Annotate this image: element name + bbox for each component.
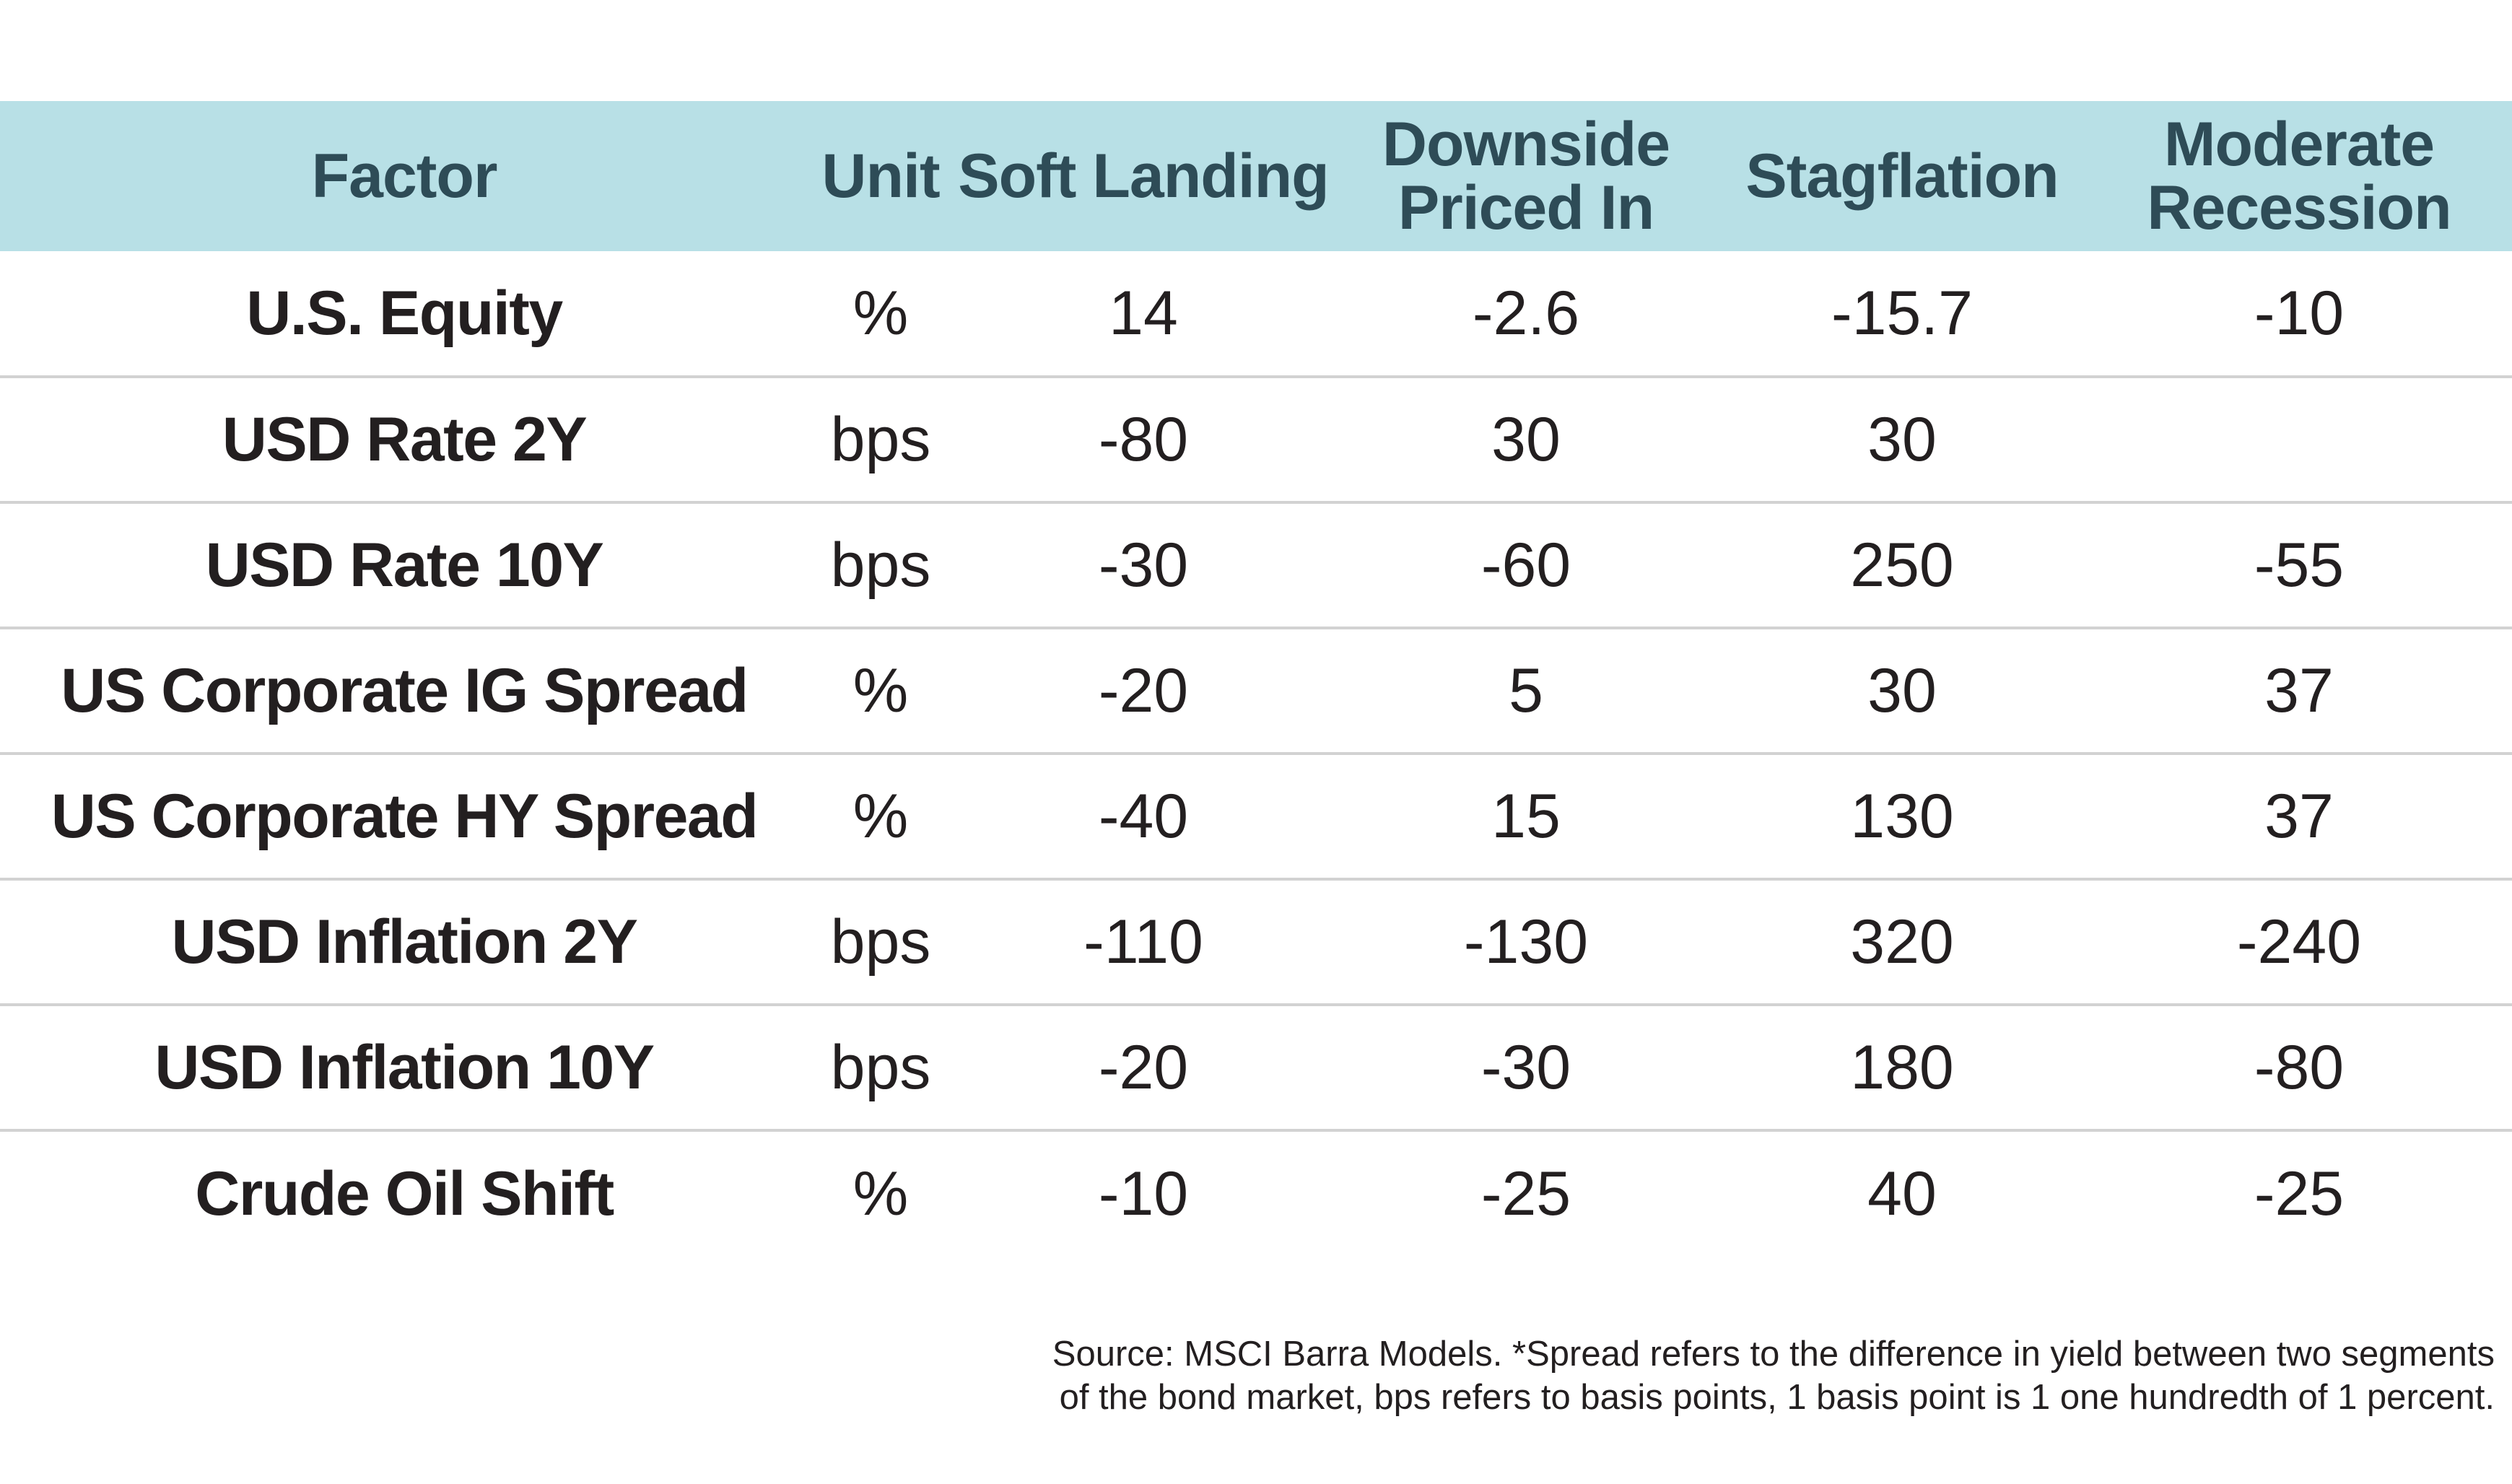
stagflation-cell: 320 [1850,907,1954,977]
unit-cell: % [852,1158,909,1228]
unit-cell: % [852,655,909,725]
header-downside-priced-in-line-1: Downside [1382,110,1670,179]
table-row: USD Rate 2Y bps -80 30 30 [0,377,2512,502]
header-row: Factor Unit Soft Landing Downside Priced… [0,101,2512,251]
table-row: USD Rate 10Y bps -30 -60 250 -55 [0,502,2512,628]
header-factor: Factor [0,101,808,251]
header-unit-line: Unit [821,141,940,211]
table-row: US Corporate IG Spread % -20 5 30 37 [0,628,2512,754]
downside-priced-in-cell: 15 [1491,781,1561,851]
factor-cell: US Corporate IG Spread [61,655,749,725]
downside-priced-in-cell: 5 [1509,655,1543,725]
table-row: USD Inflation 10Y bps -20 -30 180 -80 [0,1005,2512,1130]
stagflation-cell: 250 [1850,530,1954,600]
moderate-recession-cell [2086,377,2512,502]
moderate-recession-cell: -80 [2254,1032,2345,1102]
stagflation-cell: 130 [1850,781,1954,851]
soft-landing-cell: -10 [1098,1158,1189,1228]
soft-landing-cell: -110 [1083,907,1203,977]
table-body: U.S. Equity % 14 -2.6 -15.7 -10 USD Rate… [0,251,2512,1256]
stagflation-cell: 40 [1867,1158,1937,1228]
header-downside-priced-in-line-2: Priced In [1397,173,1654,243]
header-downside-priced-in: Downside Priced In [1334,101,1718,251]
downside-priced-in-cell: -30 [1480,1032,1571,1102]
source-note-line-2: of the bond market, bps refers to basis … [1059,1378,2495,1417]
factor-cell: USD Rate 2Y [222,404,588,474]
moderate-recession-cell: -240 [2236,907,2362,977]
unit-cell: % [852,781,909,851]
soft-landing-cell: -20 [1098,655,1189,725]
soft-landing-cell: -30 [1098,530,1189,600]
moderate-recession-cell: -55 [2254,530,2345,600]
table-row: USD Inflation 2Y bps -110 -130 320 -240 [0,879,2512,1005]
header-stagflation-line: Stagflation [1745,141,2059,211]
unit-cell: % [852,278,909,348]
source-note: Source: MSCI Barra Models. *Spread refer… [762,1332,2495,1419]
header-stagflation: Stagflation [1718,101,2086,251]
header-moderate-recession-line-2: Recession [2147,173,2451,243]
downside-priced-in-cell: -25 [1480,1158,1571,1228]
soft-landing-cell: -80 [1098,404,1189,474]
table-row: U.S. Equity % 14 -2.6 -15.7 -10 [0,251,2512,377]
stagflation-cell: 30 [1867,404,1937,474]
downside-priced-in-cell: 30 [1491,404,1561,474]
factor-cell: U.S. Equity [246,278,563,348]
soft-landing-cell: 14 [1109,278,1178,348]
downside-priced-in-cell: -60 [1480,530,1571,600]
table-row: Crude Oil Shift % -10 -25 40 -25 [0,1130,2512,1256]
unit-cell: bps [830,1032,931,1102]
scenario-table-container: Factor Unit Soft Landing Downside Priced… [0,101,2512,1256]
header-soft-landing-line: Soft Landing [958,141,1329,211]
table-row: US Corporate HY Spread % -40 15 130 37 [0,754,2512,879]
header-soft-landing: Soft Landing [953,101,1334,251]
scenario-table: Factor Unit Soft Landing Downside Priced… [0,101,2512,1256]
source-note-line-1: Source: MSCI Barra Models. *Spread refer… [1052,1335,2495,1374]
moderate-recession-cell: -25 [2254,1158,2345,1228]
downside-priced-in-cell: -2.6 [1472,278,1580,348]
stagflation-cell: -15.7 [1831,278,1974,348]
factor-cell: USD Inflation 10Y [154,1032,655,1102]
moderate-recession-cell: 37 [2264,781,2334,851]
table-header: Factor Unit Soft Landing Downside Priced… [0,101,2512,251]
soft-landing-cell: -40 [1098,781,1189,851]
unit-cell: bps [830,404,931,474]
unit-cell: bps [830,907,931,977]
moderate-recession-cell: -10 [2254,278,2345,348]
factor-cell: Crude Oil Shift [195,1158,614,1228]
moderate-recession-cell: 37 [2264,655,2334,725]
header-unit: Unit [808,101,953,251]
factor-cell: USD Inflation 2Y [171,907,638,977]
downside-priced-in-cell: -130 [1463,907,1589,977]
factor-cell: USD Rate 10Y [205,530,604,600]
factor-cell: US Corporate HY Spread [51,781,759,851]
header-moderate-recession: Moderate Recession [2086,101,2512,251]
unit-cell: bps [830,530,931,600]
header-factor-line: Factor [311,141,498,211]
header-moderate-recession-line-1: Moderate [2163,110,2435,179]
stagflation-cell: 180 [1850,1032,1954,1102]
stagflation-cell: 30 [1867,655,1937,725]
soft-landing-cell: -20 [1098,1032,1189,1102]
